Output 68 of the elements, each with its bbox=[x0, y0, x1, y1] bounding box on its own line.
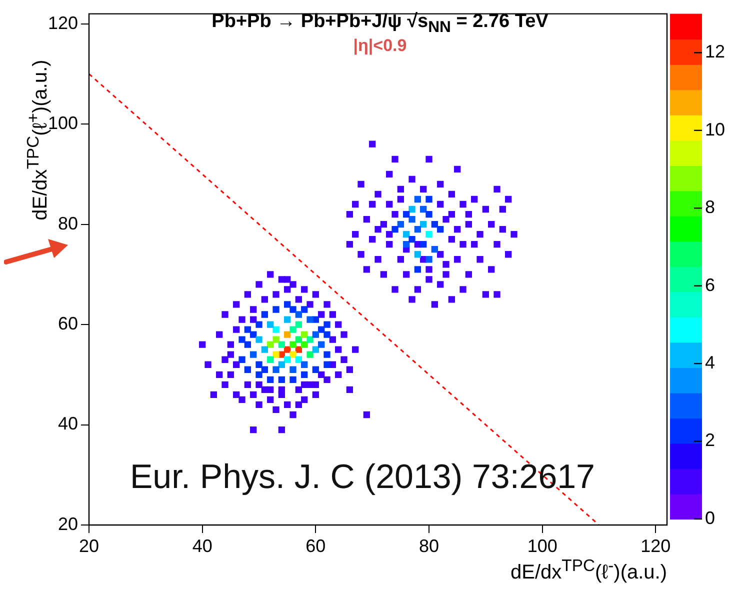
point bbox=[290, 366, 296, 373]
y-tick-label: 60 bbox=[58, 314, 78, 334]
point bbox=[261, 346, 268, 353]
point bbox=[318, 341, 325, 348]
point bbox=[250, 351, 257, 358]
point bbox=[306, 316, 314, 323]
point bbox=[420, 220, 427, 228]
point bbox=[295, 356, 302, 363]
point bbox=[290, 326, 296, 333]
point bbox=[278, 341, 285, 348]
point bbox=[267, 356, 274, 363]
point bbox=[414, 266, 421, 273]
x-axis-title: dE/dx$^{TPC}$(ℓ$^{-}$)(a.u.) bbox=[510, 556, 667, 585]
color-bar-label: 0 bbox=[705, 508, 716, 528]
x-tick-label: 120 bbox=[640, 536, 671, 556]
point bbox=[306, 351, 314, 358]
point bbox=[290, 341, 296, 348]
annotation: |η|<0.9 bbox=[353, 36, 407, 56]
point bbox=[290, 351, 296, 358]
point bbox=[272, 351, 280, 358]
point bbox=[301, 331, 308, 338]
point bbox=[426, 196, 432, 203]
point bbox=[272, 326, 280, 333]
annotation: Eur. Phys. J. C (2013) 73:2617 bbox=[130, 458, 595, 497]
point bbox=[392, 226, 398, 233]
y-tick-label: 120 bbox=[48, 12, 78, 33]
point bbox=[426, 210, 432, 218]
color-bar-label: 2 bbox=[705, 430, 716, 450]
color-bar-label: 8 bbox=[705, 197, 716, 218]
point bbox=[267, 321, 274, 328]
point bbox=[284, 331, 291, 338]
point bbox=[267, 341, 274, 348]
point bbox=[301, 361, 308, 368]
point bbox=[437, 226, 444, 233]
point bbox=[295, 321, 302, 328]
y-tick-label: 40 bbox=[58, 414, 78, 434]
point bbox=[403, 210, 410, 218]
point bbox=[301, 341, 308, 348]
color-bar-label: 6 bbox=[705, 274, 716, 295]
point bbox=[256, 336, 262, 343]
x-tick-label: 80 bbox=[418, 536, 440, 556]
color-bar-label: 4 bbox=[705, 352, 716, 373]
point bbox=[272, 366, 280, 373]
point bbox=[414, 251, 421, 258]
x-tick-label: 60 bbox=[306, 536, 326, 556]
point bbox=[295, 311, 302, 318]
color-bar-label: 12 bbox=[705, 42, 726, 62]
point bbox=[408, 206, 416, 213]
x-tick-label: 100 bbox=[527, 536, 558, 556]
point bbox=[278, 361, 285, 368]
y-tick-label: 20 bbox=[58, 514, 78, 534]
point bbox=[272, 336, 280, 343]
point bbox=[420, 241, 427, 248]
x-tick-label: 40 bbox=[192, 536, 212, 556]
y-tick-label: 80 bbox=[58, 213, 78, 234]
point bbox=[284, 316, 291, 323]
point bbox=[431, 220, 438, 228]
color-bar-label: 10 bbox=[705, 119, 726, 140]
chart-title: Pb+Pb → Pb+Pb+J/ψ √s$_{NN}$ = 2.76 TeV bbox=[212, 11, 548, 37]
point bbox=[306, 336, 314, 343]
point bbox=[408, 236, 416, 243]
point bbox=[295, 336, 302, 343]
point bbox=[426, 230, 432, 238]
point bbox=[284, 356, 291, 363]
point bbox=[312, 331, 319, 338]
x-tick-label: 20 bbox=[78, 536, 100, 556]
point bbox=[403, 230, 410, 238]
point bbox=[312, 346, 319, 353]
